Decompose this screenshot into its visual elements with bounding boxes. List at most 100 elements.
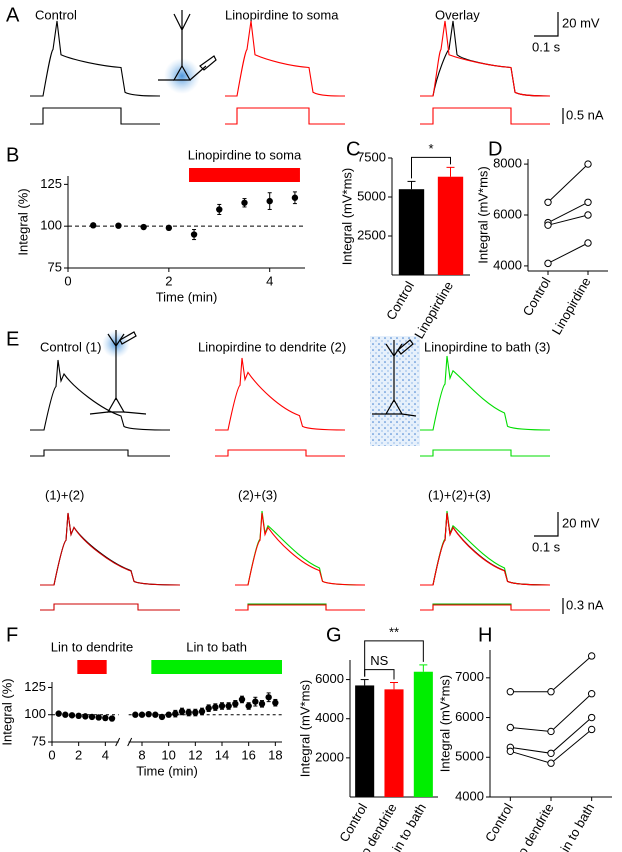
data-point	[584, 198, 592, 206]
series-line	[510, 693, 593, 732]
trace	[30, 359, 171, 431]
x-tick-label: Linopirdine	[411, 279, 456, 342]
data-point	[266, 197, 273, 205]
significance-label: **	[389, 624, 399, 639]
trace-title: Control (1)	[40, 339, 101, 354]
y-tick-label: 5000	[357, 188, 386, 203]
trace	[30, 107, 160, 125]
neuron-icon	[158, 10, 217, 94]
data-point	[258, 700, 266, 708]
annotation-bar	[189, 168, 300, 182]
data-point	[506, 688, 515, 696]
data-point	[225, 702, 232, 710]
trace	[40, 512, 181, 586]
data-point	[132, 711, 139, 718]
panel-label: C	[346, 138, 360, 160]
y-tick-label: 6000	[493, 206, 522, 221]
trace	[420, 604, 550, 611]
data-point	[587, 725, 596, 734]
trace	[225, 107, 345, 125]
x-tick-label: 0	[48, 747, 55, 762]
data-point	[584, 239, 592, 247]
y-axis-label: Integral (mV*ms)	[475, 166, 490, 264]
trace	[420, 512, 551, 586]
y-axis-label: Integral (mV*ms)	[437, 675, 452, 773]
traces	[30, 20, 551, 611]
bar	[384, 689, 404, 797]
data-point	[205, 704, 212, 712]
trace-title: (1)+(2)	[45, 487, 84, 502]
x-axis-label: Time (min)	[136, 763, 198, 778]
data-point	[138, 711, 146, 718]
trace-title: Linopirdine to bath (3)	[424, 339, 550, 354]
annotation-bar	[151, 660, 282, 674]
chart: 75 100 125 Integral (%) 0 2 4 8 10 12 14 16 18 Time (…	[0, 639, 283, 778]
x-tick-label: 4	[102, 747, 109, 762]
bar	[398, 189, 425, 275]
data-point	[584, 160, 592, 168]
scale-label: 0.1 s	[532, 539, 561, 554]
data-point	[216, 206, 223, 213]
trace	[420, 355, 551, 431]
data-point	[587, 690, 596, 698]
trace	[420, 512, 551, 586]
trace	[420, 107, 550, 125]
panel-label: H	[478, 624, 492, 646]
x-tick-label: Lin to bath	[554, 801, 597, 852]
data-point	[115, 222, 122, 229]
series-line	[510, 717, 592, 754]
data-point	[272, 699, 279, 706]
panel-label: A	[6, 4, 20, 26]
x-tick-label: 14	[215, 747, 229, 762]
data-point	[172, 710, 179, 717]
series-line	[547, 163, 589, 203]
y-tick-label: 2000	[315, 749, 344, 764]
series-line	[547, 201, 589, 224]
y-tick-label: 125	[24, 679, 46, 694]
data-point	[140, 223, 147, 231]
data-point	[547, 688, 555, 696]
data-point	[68, 712, 76, 719]
annotation-bar	[77, 660, 107, 674]
significance-bracket	[364, 669, 395, 680]
data-point	[544, 198, 552, 206]
data-point	[241, 199, 248, 206]
trace	[235, 510, 366, 586]
x-tick-label: 12	[188, 747, 202, 762]
data-point	[547, 727, 555, 736]
y-tick-label: 4000	[493, 257, 522, 272]
series-line	[547, 242, 589, 264]
y-tick-label: 4000	[455, 788, 484, 803]
data-point	[587, 713, 596, 722]
data-point	[218, 702, 226, 710]
x-tick-label: 10	[161, 747, 175, 762]
trace	[225, 20, 346, 97]
panel-label: F	[6, 624, 18, 646]
data-point	[82, 713, 89, 720]
series-line	[547, 214, 589, 226]
axis-break	[115, 737, 121, 747]
data-point	[165, 711, 172, 718]
annotation-label: Lin to dendrite	[51, 639, 133, 654]
x-tick-label: 8	[138, 747, 145, 762]
data-point	[291, 194, 299, 201]
data-point	[544, 221, 552, 229]
data-point	[265, 694, 272, 701]
neuron-icon	[89, 330, 147, 415]
data-point	[190, 231, 198, 238]
y-tick-label: 75	[48, 259, 62, 274]
y-axis-label: Integral (%)	[15, 188, 30, 255]
x-tick-label: 16	[241, 747, 255, 762]
y-tick-label: 7500	[357, 149, 386, 164]
data-point	[212, 703, 219, 711]
data-point	[185, 709, 192, 716]
data-point	[547, 749, 555, 757]
trace-title: (1)+(2)+(3)	[428, 487, 491, 502]
trace-title: Overlay	[435, 7, 480, 22]
axis-break	[127, 737, 133, 747]
significance-bracket	[364, 640, 424, 677]
scale-bars	[534, 12, 564, 614]
y-tick-label: 100	[24, 706, 46, 721]
